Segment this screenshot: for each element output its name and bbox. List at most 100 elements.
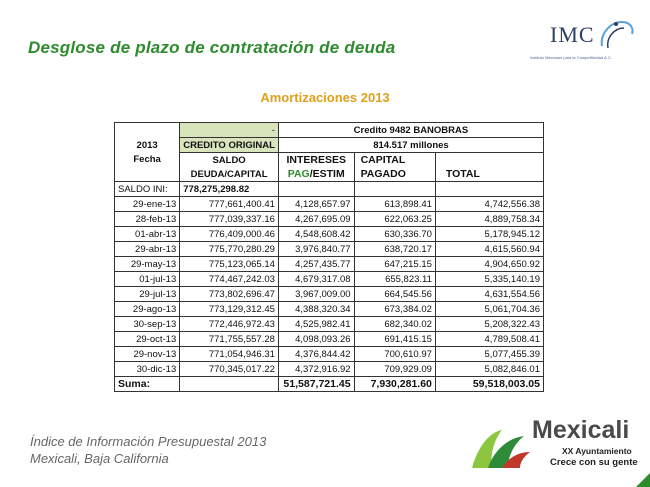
row-capital: 664,545.56 xyxy=(353,286,436,302)
corner-triangle-icon xyxy=(636,473,650,487)
saldo-ini-empty xyxy=(434,181,545,197)
table-row: 29-ago-13 773,129,312.45 4,388,320.34 673,3… xyxy=(113,301,545,317)
header-total: TOTAL xyxy=(434,167,545,182)
amortization-table: - Credito 9482 BANOBRAS 2013 CREDITO ORI… xyxy=(113,122,545,392)
row-intereses: 4,376,844.42 xyxy=(277,346,355,362)
row-saldo: 773,129,312.45 xyxy=(179,301,279,317)
header-year: 2013 xyxy=(113,137,181,153)
mexicali-slogan: Crece con su gente xyxy=(550,457,638,468)
row-fecha: 28-feb-13 xyxy=(113,211,181,227)
header-credito-original: CREDITO ORIGINAL xyxy=(179,137,279,153)
mexicali-ayuntamiento: XX Ayuntamiento xyxy=(562,446,632,456)
row-total: 5,077,455.39 xyxy=(434,346,545,362)
header-dash: - xyxy=(179,122,279,138)
saldo-ini-empty xyxy=(353,181,436,197)
mexicali-leaf-icon xyxy=(472,430,530,468)
row-capital: 682,340.02 xyxy=(353,316,436,332)
table-row: 28-feb-13 777,039,337.16 4,267,695.09 622,0… xyxy=(113,211,545,227)
row-saldo: 771,755,557.28 xyxy=(179,331,279,347)
row-saldo: 776,409,000.46 xyxy=(179,226,279,242)
row-intereses: 4,525,982.41 xyxy=(277,316,355,332)
table-row: 29-ene-13 777,661,400.41 4,128,657.97 613,8… xyxy=(113,196,545,212)
row-total: 5,178,945.12 xyxy=(434,226,545,242)
header-row-3: Fecha SALDO INTERESES CAPITAL xyxy=(113,152,545,167)
row-fecha: 30-dic-13 xyxy=(113,361,181,377)
header-pagado: PAGADO xyxy=(353,167,436,182)
row-intereses: 3,976,840.77 xyxy=(277,241,355,257)
row-capital: 700,610.97 xyxy=(353,346,436,362)
row-saldo: 771,054,946.31 xyxy=(179,346,279,362)
imco-tagline: Instituto Mexicano para la Competitivida… xyxy=(530,55,612,60)
mexicali-wordmark: Mexicali xyxy=(532,416,630,444)
footer: Índice de Información Presupuestal 2013 … xyxy=(30,433,266,467)
row-capital: 691,415.15 xyxy=(353,331,436,347)
row-total: 4,789,508.41 xyxy=(434,331,545,347)
row-total: 4,904,650.92 xyxy=(434,256,545,272)
page-title: Desglose de plazo de contratación de deu… xyxy=(28,38,396,57)
header-millones: 814.517 millones xyxy=(277,137,545,153)
header-empty-cell xyxy=(113,122,181,138)
section-subtitle: Amortizaciones 2013 xyxy=(260,90,390,105)
row-fecha: 30-sep-13 xyxy=(113,316,181,332)
imco-swoosh-icon xyxy=(600,20,634,49)
header-pag-estim: PAG/ESTIM xyxy=(277,167,355,182)
row-fecha: 01-abr-13 xyxy=(113,226,181,242)
header-estim: /ESTIM xyxy=(309,167,345,180)
row-intereses: 3,967,009.00 xyxy=(277,286,355,302)
header-deuda-capital: DEUDA/CAPITAL xyxy=(179,167,279,182)
footer-line-1: Índice de Información Presupuestal 2013 xyxy=(30,434,267,449)
suma-total: 59,518,003.05 xyxy=(434,376,545,392)
row-intereses: 4,267,695.09 xyxy=(277,211,355,227)
row-saldo: 777,039,337.16 xyxy=(179,211,279,227)
imco-wordmark: IMC xyxy=(550,22,595,47)
row-saldo: 772,446,972.43 xyxy=(179,316,279,332)
row-capital: 647,215.15 xyxy=(353,256,436,272)
row-capital: 709,929.09 xyxy=(353,361,436,377)
header-fecha: Fecha xyxy=(113,152,181,167)
table-row: 30-sep-13 772,446,972.43 4,525,982.41 682,3… xyxy=(113,316,545,332)
row-fecha: 29-jul-13 xyxy=(113,286,181,302)
table-row: 29-nov-13 771,054,946.31 4,376,844.42 700,6… xyxy=(113,346,545,362)
row-saldo: 775,123,065.14 xyxy=(179,256,279,272)
header-total-spacer xyxy=(434,152,545,167)
row-fecha: 29-ene-13 xyxy=(113,196,181,212)
footer-line-2: Mexicali, Baja California xyxy=(30,451,169,466)
header-row-2: 2013 CREDITO ORIGINAL 814.517 millones xyxy=(113,137,545,153)
row-capital: 622,063.25 xyxy=(353,211,436,227)
row-capital: 638,720.17 xyxy=(353,241,436,257)
header-capital: CAPITAL xyxy=(353,152,436,167)
row-total: 4,742,556.38 xyxy=(434,196,545,212)
suma-empty xyxy=(179,376,279,392)
header-fecha-spacer xyxy=(113,167,181,182)
row-intereses: 4,128,657.97 xyxy=(277,196,355,212)
row-intereses: 4,257,435.77 xyxy=(277,256,355,272)
row-intereses: 4,098,093.26 xyxy=(277,331,355,347)
row-total: 5,082,846.01 xyxy=(434,361,545,377)
table-row: 29-abr-13 775,770,280.29 3,976,840.77 638,7… xyxy=(113,241,545,257)
saldo-ini-value: 778,275,298.82 xyxy=(179,181,279,197)
row-capital: 613,898.41 xyxy=(353,196,436,212)
row-saldo: 770,345,017.22 xyxy=(179,361,279,377)
row-intereses: 4,388,320.34 xyxy=(277,301,355,317)
table-row: 29-oct-13 771,755,557.28 4,098,093.26 691,4… xyxy=(113,331,545,347)
suma-capital: 7,930,281.60 xyxy=(353,376,436,392)
table-row: 01-abr-13 776,409,000.46 4,548,608.42 630,3… xyxy=(113,226,545,242)
row-fecha: 29-abr-13 xyxy=(113,241,181,257)
saldo-ini-row: SALDO INI: 778,275,298.82 xyxy=(113,181,545,197)
row-saldo: 777,661,400.41 xyxy=(179,196,279,212)
row-capital: 655,823.11 xyxy=(353,271,436,287)
header-row-4: DEUDA/CAPITAL PAG/ESTIM PAGADO TOTAL xyxy=(113,167,545,182)
row-saldo: 774,467,242.03 xyxy=(179,271,279,287)
row-intereses: 4,548,608.42 xyxy=(277,226,355,242)
mexicali-logo: Mexicali XX Ayuntamiento Crece con su ge… xyxy=(468,412,646,482)
row-fecha: 29-may-13 xyxy=(113,256,181,272)
saldo-ini-empty xyxy=(277,181,355,197)
table-row: 30-dic-13 770,345,017.22 4,372,916.92 709,9… xyxy=(113,361,545,377)
row-fecha: 29-ago-13 xyxy=(113,301,181,317)
header-row-1: - Credito 9482 BANOBRAS xyxy=(113,122,545,138)
row-total: 4,631,554.56 xyxy=(434,286,545,302)
row-saldo: 773,802,696.47 xyxy=(179,286,279,302)
imco-logo: IMC Instituto Mexicano para la Competiti… xyxy=(528,16,640,64)
row-intereses: 4,372,916.92 xyxy=(277,361,355,377)
suma-row: Suma: 51,587,721.45 7,930,281.60 59,518,… xyxy=(113,376,545,392)
